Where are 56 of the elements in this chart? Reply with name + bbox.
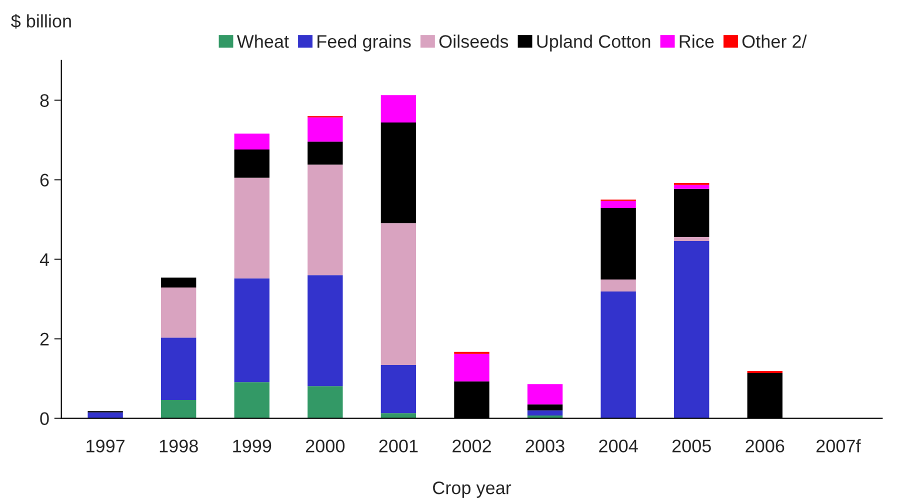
x-tick-label: 1997 <box>86 440 124 452</box>
x-tick-label: 2007f <box>816 439 861 452</box>
bar <box>234 134 270 150</box>
bar <box>308 117 343 142</box>
bar <box>674 188 710 238</box>
y-tick-label: 0 <box>40 412 49 426</box>
bar <box>308 164 343 276</box>
bar <box>308 275 343 386</box>
bar <box>674 237 710 241</box>
y-tick-label: 2 <box>40 332 49 346</box>
bar <box>380 365 416 414</box>
bar <box>600 291 636 418</box>
y-tick-label: 6 <box>40 174 49 186</box>
bar <box>454 354 490 382</box>
y-tick-label: 4 <box>40 253 50 266</box>
bar <box>161 288 196 338</box>
x-tick-label: 2006 <box>746 440 784 452</box>
bar <box>234 178 270 278</box>
bar <box>234 150 270 178</box>
bar <box>674 240 710 418</box>
bar <box>161 278 196 288</box>
bar <box>380 122 416 224</box>
x-axis-title: Crop year <box>433 481 512 498</box>
bar <box>600 208 636 280</box>
bar <box>308 142 343 165</box>
bar <box>600 280 636 292</box>
bar <box>308 386 343 418</box>
bar <box>234 278 270 382</box>
legend-label: Feed grains <box>318 34 411 52</box>
legend-label: Wheat <box>236 34 289 48</box>
x-tick-label: 2000 <box>306 440 345 452</box>
bar <box>527 410 563 416</box>
y-axis-title: $ billion <box>11 14 71 29</box>
bar <box>527 404 563 410</box>
bar <box>161 338 196 400</box>
bar <box>600 200 636 208</box>
bar <box>234 382 270 418</box>
legend-label: Upland Cotton <box>537 34 650 52</box>
legend-label: Rice <box>680 34 714 48</box>
bar <box>380 223 416 366</box>
bar <box>88 412 123 418</box>
bar <box>380 95 416 123</box>
x-tick-label: 2003 <box>526 440 564 452</box>
x-tick-label: 2005 <box>672 440 711 452</box>
x-tick-label: 1998 <box>160 440 198 452</box>
x-tick-label: 2002 <box>452 440 491 452</box>
legend-label: Oilseeds <box>439 34 508 48</box>
legend-label: Other 2/ <box>742 34 807 48</box>
bar <box>674 184 710 189</box>
x-tick-label: 2004 <box>599 440 638 452</box>
bar <box>527 384 563 404</box>
x-tick-label: 2001 <box>379 440 418 452</box>
bar <box>161 400 196 418</box>
bar <box>380 413 416 418</box>
y-tick-label: 8 <box>40 94 49 107</box>
x-tick-label: 1999 <box>233 440 272 452</box>
